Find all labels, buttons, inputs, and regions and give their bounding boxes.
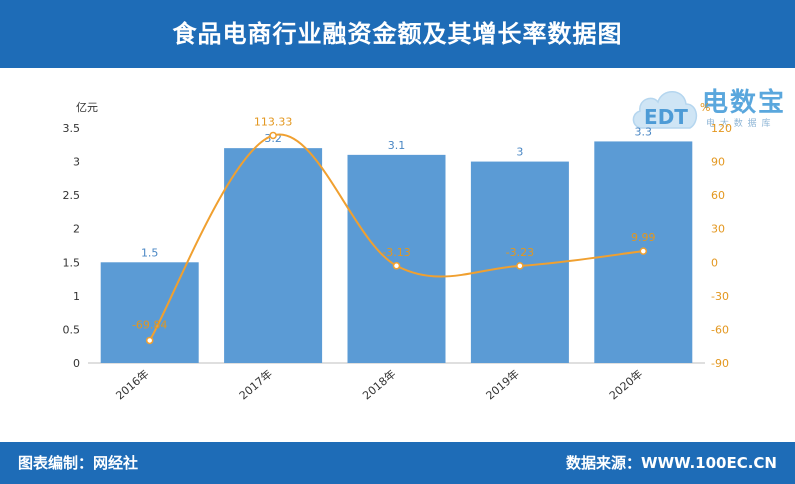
y-right-ticks: -90 -60 -30 0 30 60 90 120 xyxy=(711,122,732,370)
bar xyxy=(100,262,199,363)
y-left-tick: 3 xyxy=(73,156,80,169)
y-left-tick: 2 xyxy=(73,223,80,236)
y-right-tick: 60 xyxy=(711,189,725,202)
y-right-tick: -90 xyxy=(711,357,729,370)
x-axis-label: 2017年 xyxy=(236,367,275,403)
growth-rate-labels: -69.84 113.33 -3.13 -3.23 9.99 xyxy=(132,115,656,331)
x-axis-label: 2020年 xyxy=(606,367,645,403)
bar xyxy=(347,154,446,363)
growth-rate-label: -3.23 xyxy=(506,246,534,259)
y-left-ticks: 0 0.5 1 1.5 2 2.5 3 3.5 xyxy=(63,122,81,370)
chart-footer: 图表编制：网经社 数据来源：WWW.100EC.CN xyxy=(0,442,795,484)
logo-cloud-text: EDT xyxy=(644,105,688,129)
bar xyxy=(224,148,323,363)
x-axis-label: 2019年 xyxy=(483,367,522,403)
cloud-logo-icon: EDT xyxy=(632,91,698,129)
y-right-tick: 30 xyxy=(711,223,725,236)
logo-brand: 电数宝 xyxy=(702,88,787,118)
bar-value-label: 3.1 xyxy=(388,139,406,152)
y-left-unit: 亿元 xyxy=(76,101,98,114)
growth-rate-line xyxy=(148,133,644,341)
x-axis-labels: 2016年 2017年 2018年 2019年 2020年 xyxy=(113,367,645,403)
growth-rate-label: -3.13 xyxy=(382,246,410,259)
y-right-tick: 0 xyxy=(711,256,718,269)
x-axis-label: 2016年 xyxy=(113,367,152,403)
y-right-tick: 120 xyxy=(711,122,732,135)
bar-value-label: 3.3 xyxy=(635,125,653,138)
bar-value-label: 1.5 xyxy=(141,246,159,259)
growth-rate-label: 113.33 xyxy=(254,115,293,128)
growth-rate-point xyxy=(145,336,154,345)
y-right-tick: -30 xyxy=(711,290,729,303)
y-left-tick: 1 xyxy=(73,290,80,303)
chart-header: 食品电商行业融资金额及其增长率数据图 xyxy=(0,0,795,68)
growth-rate-label: -69.84 xyxy=(132,318,167,331)
growth-rate-point xyxy=(639,247,648,255)
brand-logo: EDT 电数宝 电 大 数 据 库 xyxy=(628,76,795,136)
growth-rate-point xyxy=(269,131,277,140)
y-right-tick: -60 xyxy=(711,323,729,336)
x-axis-label: 2018年 xyxy=(360,367,399,403)
y-left-tick: 0.5 xyxy=(63,323,81,336)
footer-credit: 图表编制：网经社 xyxy=(18,454,139,472)
chart-title: 食品电商行业融资金额及其增长率数据图 xyxy=(172,20,623,48)
logo-sub: 电 大 数 据 库 xyxy=(706,119,772,129)
y-left-tick: 3.5 xyxy=(63,122,81,135)
growth-rate-label: 9.99 xyxy=(631,231,656,244)
y-left-tick: 2.5 xyxy=(63,189,81,202)
growth-rate-points xyxy=(145,131,648,345)
chart-plot: 亿元 % 0 0.5 1 1.5 2 2.5 3 3.5 -90 -60 -30 0 30 60 90 12… xyxy=(63,101,733,403)
growth-rate-point xyxy=(392,262,401,270)
growth-rate-point xyxy=(516,262,524,270)
bar-series xyxy=(100,141,693,363)
y-right-unit: % xyxy=(700,101,710,114)
y-left-tick: 1.5 xyxy=(63,256,81,269)
bar-value-label: 3 xyxy=(516,146,523,159)
y-right-tick: 90 xyxy=(711,156,725,169)
footer-source: 数据来源：WWW.100EC.CN xyxy=(566,454,777,472)
y-left-tick: 0 xyxy=(73,357,80,370)
